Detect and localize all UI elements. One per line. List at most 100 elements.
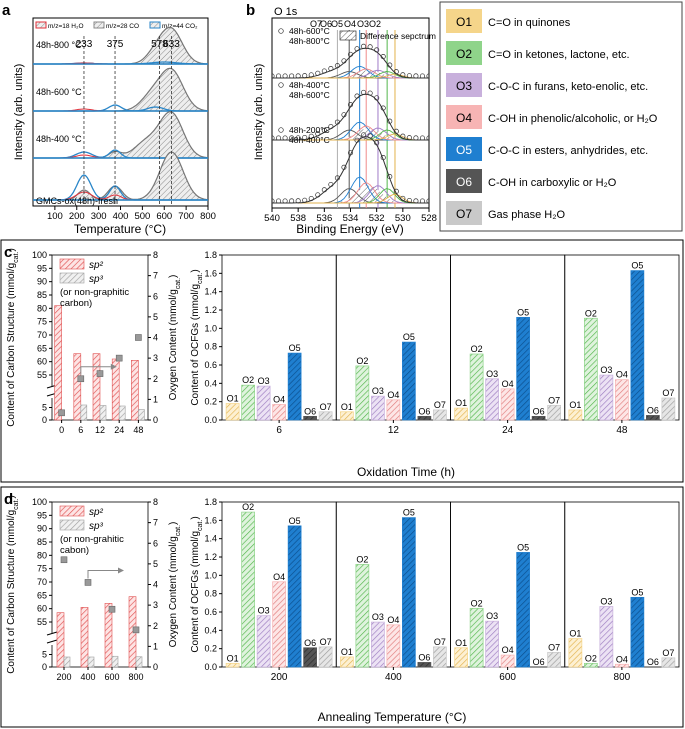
panel-b-peak-label: O5 [331, 19, 343, 29]
ocfg-bar-o1 [225, 662, 240, 668]
panel-a-legend-item: m/z=18 H₂O [35, 21, 84, 30]
ocfg-bar-o3 [599, 606, 614, 668]
left-ytick-label: 60 [37, 604, 47, 614]
panel-b-data-marker [419, 198, 426, 204]
left-ytick-label: 70 [37, 330, 47, 340]
ocfg-bar-label: O3 [486, 369, 498, 379]
ocfg-legend-desc: C-O-C in furans, keto-enolic, etc. [488, 81, 648, 93]
ocfg-bar-o1 [225, 403, 240, 421]
ocfg-ylabel: Content of OCFGs (mmol/gcat.) [190, 516, 204, 652]
ocfg-bar-label: O4 [273, 572, 285, 582]
right-ytick-label: 4 [153, 333, 158, 343]
right-ytick-label: 1 [153, 394, 158, 404]
ocfg-ytick-label: 0.0 [204, 662, 217, 672]
right-ylabel: Oxygen Content (mmol/gcat.) [168, 522, 182, 648]
panel-a-trace-label: GMCs-ox(48h)-fresh [36, 196, 118, 206]
axis-break-gap [48, 386, 56, 398]
panel-b-data-marker [295, 73, 301, 79]
panel-a-xtick-label: 800 [200, 211, 216, 222]
ocfg-bar-label: O3 [258, 606, 270, 616]
ocfg-bar-label: O3 [372, 612, 384, 622]
ocfg-ytick-label: 0.6 [204, 360, 217, 370]
panel-b-data-marker [308, 72, 314, 78]
ocfg-bar-o5 [630, 596, 645, 668]
ocfg-xtick-label: 800 [614, 672, 631, 683]
panel-b-pair-label: 48h-200°C [289, 125, 330, 135]
ocfg-bar-o2 [469, 607, 484, 668]
ocfg-bar-o5 [630, 270, 645, 421]
ocfg-bar-o4 [500, 388, 515, 421]
ocfg-ytick-label: 1.0 [204, 323, 217, 333]
ocfg-bar-label: O3 [600, 365, 612, 375]
ocfg-bar-label: O7 [434, 637, 446, 647]
ocfg-xtick-label: 12 [388, 425, 400, 436]
panel-a-label: a [2, 2, 11, 19]
sp2-bar [92, 353, 101, 421]
ocfg-bar-o4 [272, 404, 286, 421]
oxygen-content-marker [60, 556, 68, 564]
oxygen-content-marker [115, 354, 123, 362]
sp3-bar [135, 656, 143, 668]
panel-b-label: b [246, 2, 255, 19]
ocfg-bar-label: O2 [585, 653, 597, 663]
panel-b-data-marker [413, 73, 419, 79]
ocfg-bar-o2 [355, 365, 370, 421]
sp3-bar [138, 409, 145, 421]
sp2-bar [80, 607, 89, 668]
ocfg-bar-label: O2 [356, 356, 368, 366]
ocfg-legend-item: O6 C-OH in carboxylic or H₂O [446, 169, 617, 193]
panel-b-data-marker [393, 69, 399, 75]
ocfg-bar-label: O5 [517, 542, 529, 552]
panel-a-xtick-label: 700 [178, 211, 194, 222]
panel-c: c Oxidation Time (h) 0555606570758085909… [0, 239, 684, 483]
panel-b-data-marker [272, 198, 275, 204]
panel-b-diff-legend-swatch [339, 30, 357, 41]
ocfg-bar-o1 [454, 647, 468, 668]
panel-b-peak-label: O3 [357, 19, 369, 29]
ocfg-bar-o3 [371, 395, 385, 421]
panel-b-data-marker [361, 132, 367, 138]
ocfg-bar-label: O6 [533, 657, 545, 667]
ocfg-bar-o2 [584, 662, 598, 668]
sp3-bar [87, 656, 95, 668]
ocfg-bar-label: O6 [533, 406, 545, 416]
legend-sp3-swatch [59, 519, 85, 531]
ocfg-bar-label: O2 [242, 375, 254, 385]
left-xtick-label: 24 [114, 425, 124, 435]
panel-b-title: O 1s [274, 6, 298, 18]
panel-b-data-marker [354, 137, 360, 143]
ocfg-xtick-label: 400 [385, 672, 402, 683]
ocfg-bar-o7 [318, 646, 333, 668]
oxygen-content-marker [84, 579, 92, 586]
sp3-bar [99, 405, 107, 421]
ocfg-bar-o2 [241, 511, 255, 668]
ocfg-bar-label: O3 [486, 611, 498, 621]
ocfg-legend-desc: Gas phase H₂O [488, 209, 565, 221]
panel-b-data-marker [321, 127, 327, 133]
panel-a-legend-text: m/z=18 H₂O [48, 23, 84, 30]
panel-b-diff-area [324, 185, 416, 203]
panel-a-xtick-label: 300 [91, 211, 107, 222]
panel-b-data-marker [380, 53, 386, 60]
ocfg-ytick-label: 0.4 [204, 378, 217, 388]
panel-b-data-marker [400, 133, 406, 139]
panel-a-co-curve [33, 151, 208, 201]
left-ytick-label: 90 [37, 277, 47, 287]
panel-b-data-marker [367, 133, 373, 139]
ocfg-ytick-label: 1.4 [204, 534, 217, 544]
panel-b-peak-label: O7 [310, 19, 322, 29]
ocfg-ytick-label: 0.0 [204, 415, 217, 425]
ocfg-bar-label: O5 [631, 587, 643, 597]
ocfg-bar-label: O2 [585, 308, 597, 318]
panel-a-legend-text: m/z=44 CO₂ [162, 23, 198, 30]
panel-b-xtick-label: 530 [395, 213, 411, 224]
panel-b-data-marker [426, 135, 429, 141]
panel-b-data-marker [426, 73, 429, 79]
panel-c-frame [0, 239, 684, 483]
panel-b-data-marker [328, 124, 334, 130]
ocfg-legend-code: O4 [456, 111, 472, 125]
ocfg-xtick-label: 600 [499, 672, 516, 683]
ocfg-bar-label: O4 [387, 390, 399, 400]
panel-b-data-marker [315, 192, 321, 198]
